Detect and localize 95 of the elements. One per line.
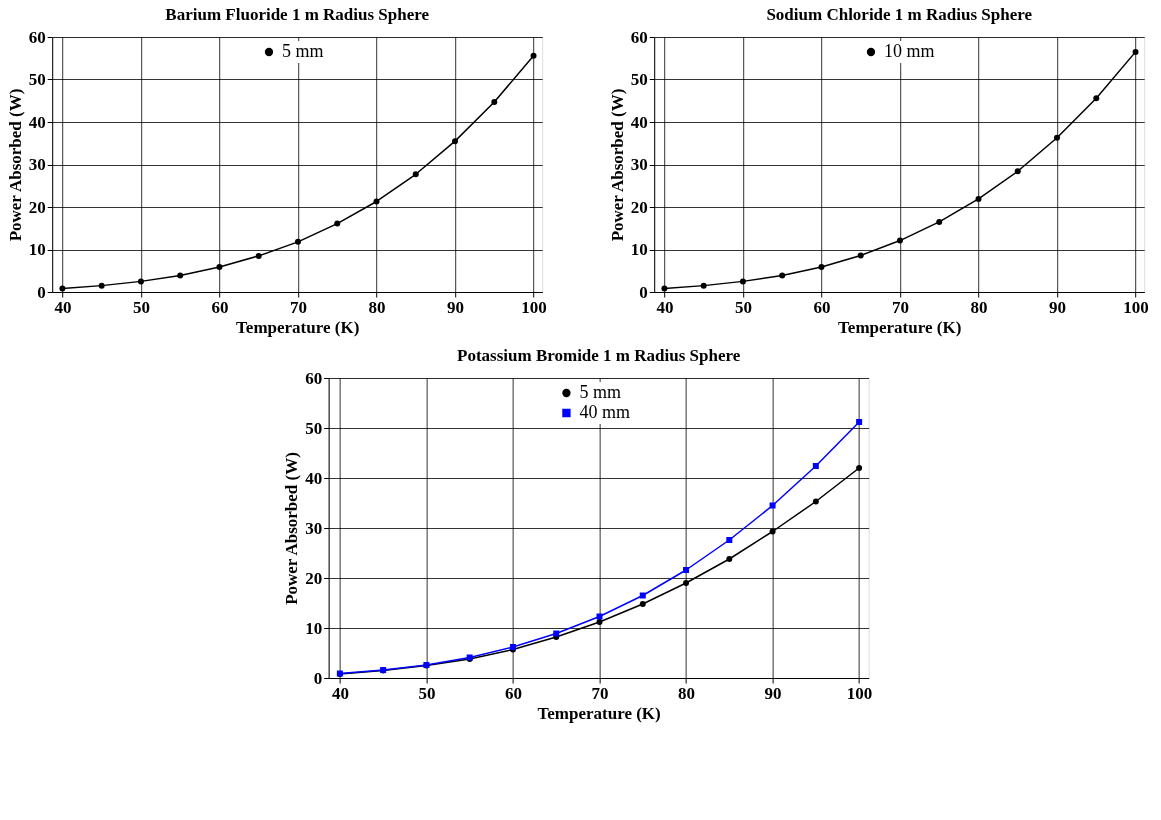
point	[412, 171, 419, 178]
point	[856, 465, 863, 471]
x-tick-label: 60	[813, 297, 831, 317]
x-tick-label: 50	[418, 683, 436, 703]
x-tick-label: 70	[591, 683, 609, 703]
chart-title: Potassium Bromide 1 m Radius Sphere	[457, 346, 741, 365]
point	[739, 278, 746, 285]
point	[975, 195, 982, 202]
y-tick-label: 40	[305, 468, 323, 488]
point	[596, 613, 603, 620]
y-tick-label: 60	[28, 27, 46, 47]
x-tick-label: 50	[132, 297, 150, 317]
x-tick-label: 40	[656, 297, 674, 317]
point	[137, 278, 144, 285]
point	[1014, 168, 1021, 175]
point	[553, 630, 560, 637]
y-tick-label: 50	[28, 70, 46, 89]
point	[769, 502, 776, 509]
x-axis-title: Temperature (K)	[838, 317, 962, 337]
x-tick-label: 40	[331, 683, 349, 703]
y-axis-title: Power Absorbed (W)	[282, 452, 302, 605]
y-tick-label: 10	[305, 618, 323, 638]
x-tick-label: 80	[368, 297, 386, 317]
point	[812, 463, 819, 469]
point	[639, 601, 646, 607]
point	[530, 52, 537, 59]
point	[255, 252, 262, 259]
y-tick-label: 10	[28, 240, 46, 259]
x-tick-label: 70	[891, 297, 909, 317]
y-axis-title: Power Absorbed (W)	[607, 88, 627, 242]
point	[639, 592, 646, 599]
y-tick-label: 40	[630, 112, 648, 132]
y-tick-label: 20	[305, 568, 323, 588]
point	[857, 252, 864, 259]
x-tick-label: 100	[846, 683, 873, 703]
point	[779, 272, 786, 279]
x-tick-label: 100	[521, 297, 547, 317]
point	[491, 99, 498, 106]
point	[177, 272, 184, 279]
y-tick-label: 30	[28, 155, 46, 174]
point	[98, 282, 105, 289]
y-tick-label: 0	[313, 668, 323, 688]
x-tick-label: 40	[54, 297, 72, 317]
y-tick-label: 50	[630, 70, 648, 89]
legend-label: 10 mm	[883, 41, 935, 61]
x-axis-title: Temperature (K)	[537, 703, 661, 723]
y-tick-label: 20	[28, 197, 46, 217]
point	[683, 580, 690, 586]
point	[294, 238, 301, 245]
y-tick-label: 30	[630, 155, 648, 174]
x-tick-label: 90	[447, 297, 465, 317]
y-axis-title: Power Absorbed (W)	[5, 88, 25, 242]
y-tick-label: 0	[37, 282, 46, 302]
x-tick-label: 80	[678, 683, 696, 703]
x-tick-label: 60	[211, 297, 229, 317]
point	[59, 285, 66, 292]
y-tick-label: 60	[305, 368, 323, 388]
legend-label: 5 mm	[579, 382, 621, 402]
legend-label: 40 mm	[579, 402, 630, 422]
x-tick-label: 70	[289, 297, 307, 317]
point	[700, 282, 707, 289]
point	[812, 498, 819, 505]
x-tick-label: 50	[734, 297, 752, 317]
chart-title: Barium Fluoride 1 m Radius Sphere	[165, 5, 430, 24]
point	[1132, 48, 1139, 55]
y-tick-label: 10	[630, 240, 648, 259]
point	[452, 138, 459, 145]
point	[726, 537, 733, 543]
point	[1093, 95, 1100, 102]
chart-title: Sodium Chloride 1 m Radius Sphere	[766, 5, 1033, 24]
point	[936, 218, 943, 225]
point	[661, 285, 668, 292]
x-tick-label: 80	[970, 297, 988, 317]
point	[373, 198, 380, 205]
point	[769, 528, 776, 535]
point	[1054, 134, 1061, 141]
y-tick-label: 40	[28, 112, 46, 132]
y-tick-label: 30	[305, 518, 323, 538]
x-tick-label: 90	[764, 683, 782, 703]
point	[726, 556, 733, 562]
y-tick-label: 20	[630, 197, 648, 217]
point	[334, 220, 341, 227]
y-tick-label: 0	[639, 282, 648, 302]
y-tick-label: 50	[305, 418, 323, 438]
point	[216, 263, 223, 270]
point	[896, 237, 903, 244]
x-tick-label: 90	[1049, 297, 1067, 317]
x-tick-label: 100	[1123, 297, 1149, 317]
point	[818, 263, 825, 270]
point	[856, 419, 863, 425]
point	[683, 567, 690, 573]
x-axis-title: Temperature (K)	[236, 317, 360, 337]
x-tick-label: 60	[504, 683, 522, 703]
y-tick-label: 60	[630, 27, 648, 47]
legend-label: 5 mm	[281, 41, 324, 61]
